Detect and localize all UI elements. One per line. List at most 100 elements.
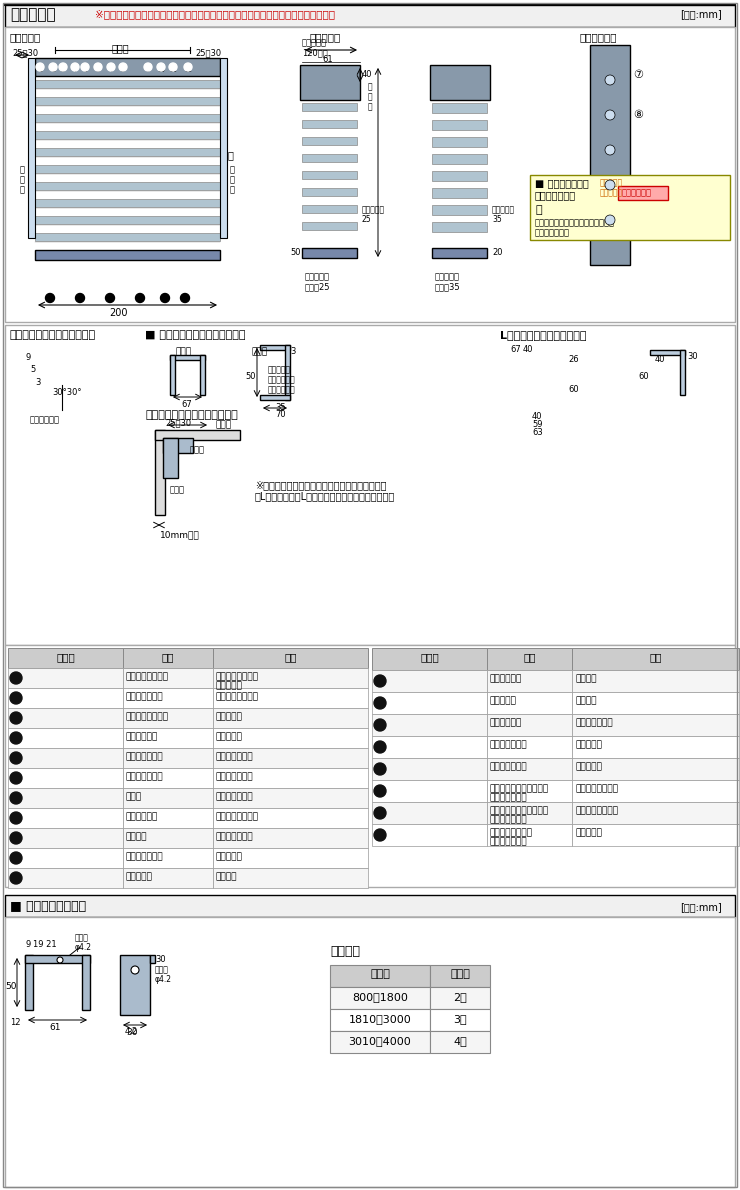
Text: 19: 19 (181, 300, 189, 305)
Text: 11: 11 (12, 878, 21, 884)
Bar (330, 965, 430, 987)
Bar (170, 355, 175, 395)
Bar (213, 828, 368, 848)
Text: 30: 30 (127, 1028, 138, 1036)
Text: 備考: 備考 (284, 652, 297, 662)
Text: 15: 15 (376, 747, 385, 753)
Bar (220, 58, 227, 238)
Bar (650, 350, 685, 355)
Bar (302, 223, 357, 230)
Text: 部品名: 部品名 (420, 652, 439, 662)
Bar (372, 823, 487, 846)
Bar (618, 186, 668, 200)
Text: 8: 8 (14, 818, 18, 823)
Bar (35, 58, 220, 76)
Text: ボトムレール: ボトムレール (490, 718, 522, 727)
Bar (163, 438, 178, 478)
Circle shape (374, 807, 386, 819)
Text: 16: 16 (375, 769, 385, 775)
Bar (590, 45, 630, 265)
Circle shape (605, 215, 615, 225)
Bar (487, 649, 572, 670)
Bar (432, 188, 487, 198)
Text: ギヤプーリー: ギヤプーリー (126, 812, 158, 821)
Bar (5, 27, 735, 322)
Text: コードクリップ＊: コードクリップ＊ (490, 828, 533, 837)
Text: 40: 40 (362, 70, 372, 79)
Text: 40: 40 (523, 345, 534, 353)
Text: 製品幅: 製品幅 (215, 420, 231, 430)
Polygon shape (40, 350, 85, 386)
Text: この部分に
雑音防止ゴム
が付きます。: この部分に 雑音防止ゴム が付きます。 (268, 365, 296, 395)
Text: 200: 200 (109, 308, 127, 318)
Circle shape (119, 63, 127, 71)
Bar (432, 137, 487, 148)
Bar (432, 154, 487, 164)
Bar (302, 188, 357, 196)
Bar (5, 645, 735, 887)
Text: ステンレス合金、: ステンレス合金、 (216, 672, 259, 681)
Text: チルトサポート: チルトサポート (126, 752, 164, 760)
Bar (330, 1031, 430, 1053)
Circle shape (131, 966, 139, 973)
Text: ヨコ枠: ヨコ枠 (175, 347, 191, 356)
Circle shape (10, 693, 22, 704)
Bar (155, 430, 165, 515)
Circle shape (81, 63, 89, 71)
Bar (8, 728, 123, 749)
Text: 50: 50 (5, 982, 16, 991)
Bar (372, 758, 487, 779)
Circle shape (374, 785, 386, 797)
Text: 2: 2 (14, 699, 18, 704)
Circle shape (157, 63, 165, 71)
Text: 5: 5 (30, 365, 36, 374)
Circle shape (10, 852, 22, 864)
Text: 4個: 4個 (453, 1036, 467, 1046)
Text: 操作コード: 操作コード (126, 872, 153, 881)
Text: 4: 4 (14, 738, 18, 744)
Bar (35, 199, 220, 207)
Text: 室
内
側: 室 内 側 (19, 165, 24, 195)
Text: 9: 9 (25, 353, 30, 362)
Bar (123, 649, 213, 668)
Bar (8, 868, 123, 888)
Text: ⑦: ⑦ (633, 70, 643, 80)
Bar (35, 80, 220, 88)
Text: 取付けブラケット: 取付けブラケット (126, 672, 169, 681)
Text: ■ ガイドレール（オプション）: ■ ガイドレール（オプション） (145, 330, 246, 340)
Bar (302, 154, 357, 162)
Bar (213, 688, 368, 708)
Text: アルミ押出し形材: アルミ押出し形材 (575, 806, 618, 815)
Circle shape (605, 180, 615, 190)
Circle shape (10, 752, 22, 764)
Text: 12: 12 (376, 681, 385, 687)
Text: テープホルダー: テープホルダー (490, 762, 528, 771)
Circle shape (45, 294, 55, 302)
Circle shape (36, 63, 44, 71)
Text: 15: 15 (76, 300, 84, 305)
Text: ラダーコード: ラダーコード (490, 674, 522, 683)
Text: 67: 67 (181, 400, 192, 409)
Bar (35, 233, 220, 242)
Bar (572, 758, 739, 779)
Text: 4.2: 4.2 (125, 1027, 138, 1036)
Circle shape (374, 829, 386, 841)
Bar (572, 670, 739, 693)
Bar (372, 649, 487, 670)
Text: 61: 61 (323, 55, 333, 64)
Text: 樹脂成形品: 樹脂成形品 (216, 681, 243, 690)
Text: 3010〜4000: 3010〜4000 (349, 1036, 411, 1046)
Bar (213, 868, 368, 888)
Bar (372, 670, 487, 693)
Text: ボックス幅
120以上: ボックス幅 120以上 (302, 38, 328, 57)
Bar (572, 693, 739, 714)
Bar (432, 205, 487, 215)
Text: 材質: 材質 (523, 652, 536, 662)
Bar (302, 248, 357, 258)
Text: 63: 63 (532, 428, 542, 437)
Text: 製品幅: 製品幅 (111, 43, 129, 54)
Circle shape (10, 712, 22, 724)
Text: 3個: 3個 (453, 1014, 467, 1025)
Bar (302, 171, 357, 178)
Text: 20: 20 (492, 248, 502, 257)
